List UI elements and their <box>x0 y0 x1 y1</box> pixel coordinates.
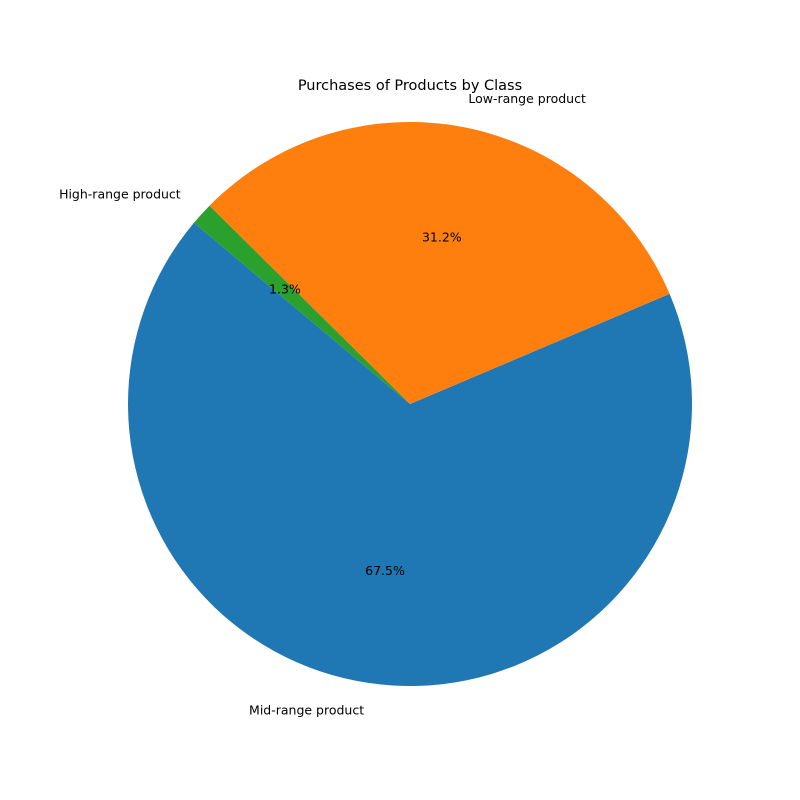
slice-label: High-range product <box>59 187 181 202</box>
slice-label: Mid-range product <box>249 702 364 717</box>
percent-label: 67.5% <box>365 563 405 578</box>
percent-label: 31.2% <box>422 229 462 244</box>
slice-label: Low-range product <box>468 91 586 106</box>
pie-labels: Mid-range product 67.5% Low-range product 3… <box>59 91 586 717</box>
pie-slice-mid-range-product <box>127 222 692 686</box>
chart-title: Purchases of Products by Class <box>298 78 522 94</box>
percent-label: 1.3% <box>269 282 301 297</box>
pie-slice-high-range-product <box>193 205 410 404</box>
pie-slice-low-range-product <box>209 121 670 405</box>
pie-slices <box>127 121 692 686</box>
